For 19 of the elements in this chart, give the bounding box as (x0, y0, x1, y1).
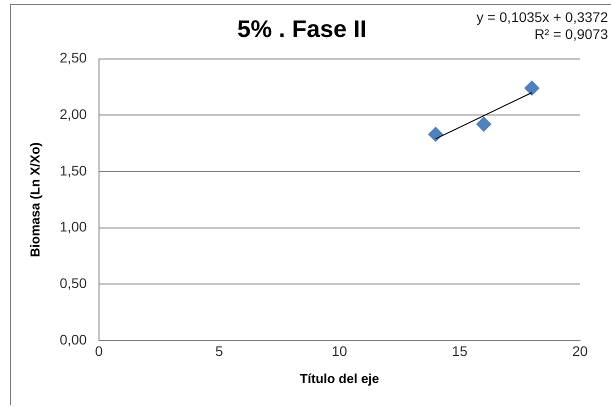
chart-title: 5% . Fase II (237, 16, 367, 44)
y-tick-label: 1,50 (60, 162, 88, 178)
y-tick-label: 2,00 (60, 106, 88, 122)
x-tick-label: 0 (94, 342, 103, 359)
x-tick-label: 20 (572, 342, 588, 359)
text: R² = 0,9073 (534, 26, 608, 42)
y-tick-label: 0,50 (60, 275, 88, 292)
point (428, 126, 444, 142)
point (476, 116, 492, 132)
x-tick-label: 15 (452, 342, 468, 359)
y-tick-label: 1,00 (60, 218, 88, 235)
x-tick-label: 10 (332, 342, 348, 359)
y-tick-label: 0,00 (60, 331, 88, 348)
y-tick-label: 2,50 (60, 50, 88, 66)
y-axis-title: Biomasa (Ln X/Xo) (27, 142, 42, 258)
x-axis-title: Título del eje (300, 370, 380, 386)
text: y = 0,1035x + 0,3372 (476, 8, 608, 25)
point (524, 80, 540, 96)
x-tick-label: 5 (215, 342, 224, 359)
